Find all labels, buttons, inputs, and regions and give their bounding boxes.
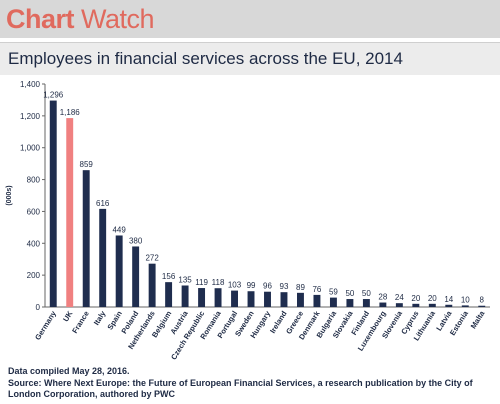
bar bbox=[148, 263, 156, 307]
bar-value-label: 93 bbox=[280, 282, 289, 291]
bar-value-label: 272 bbox=[145, 254, 159, 263]
bar bbox=[264, 291, 271, 307]
y-tick-label: 1,000 bbox=[20, 144, 41, 153]
bar bbox=[132, 246, 140, 307]
footer: Data compiled May 28, 2016. Source: Wher… bbox=[8, 366, 496, 401]
bar-value-label: 380 bbox=[129, 236, 143, 245]
bar-value-label: 616 bbox=[96, 199, 110, 208]
y-tick-label: 0 bbox=[36, 303, 41, 312]
bar bbox=[313, 294, 321, 307]
bar-value-label: 50 bbox=[345, 289, 354, 298]
bar-value-label: 135 bbox=[178, 275, 192, 284]
bar bbox=[99, 208, 107, 307]
bar-value-label: 103 bbox=[228, 281, 242, 290]
bar bbox=[247, 291, 255, 307]
x-tick-label: UK bbox=[61, 309, 75, 323]
bar-value-label: 76 bbox=[312, 285, 321, 294]
x-tick-label: Italy bbox=[92, 309, 108, 327]
bar-value-label: 859 bbox=[80, 160, 94, 169]
chart-title: Employees in financial services across t… bbox=[8, 49, 403, 68]
bar bbox=[297, 292, 304, 307]
bar bbox=[445, 304, 453, 307]
bar bbox=[82, 170, 90, 307]
bar-value-label: 99 bbox=[247, 281, 256, 290]
x-tick-label: France bbox=[70, 309, 91, 335]
title-band: Employees in financial services across t… bbox=[0, 42, 500, 75]
bar bbox=[198, 288, 206, 307]
brand-logo: Chart Watch bbox=[6, 4, 155, 34]
bar-value-label: 118 bbox=[212, 278, 225, 287]
bar bbox=[66, 118, 74, 307]
bar bbox=[395, 303, 403, 307]
bar-value-label: 96 bbox=[263, 282, 272, 291]
bar-value-label: 1,296 bbox=[43, 91, 64, 100]
bar bbox=[231, 290, 238, 307]
y-tick-label: 400 bbox=[27, 239, 41, 248]
y-tick-label: 1,200 bbox=[20, 112, 41, 121]
x-tick-label: Germany bbox=[33, 309, 58, 342]
bar-value-label: 50 bbox=[362, 289, 371, 298]
bar-value-label: 8 bbox=[480, 296, 485, 305]
bar bbox=[280, 292, 288, 307]
y-tick-label: 600 bbox=[27, 207, 41, 216]
bar-value-label: 28 bbox=[378, 293, 387, 302]
bar bbox=[49, 100, 57, 308]
footer-compiled: Data compiled May 28, 2016. bbox=[8, 366, 130, 376]
bar-value-label: 59 bbox=[329, 288, 338, 297]
y-axis-label: (000s) bbox=[6, 185, 13, 205]
bar-value-label: 119 bbox=[195, 278, 208, 287]
x-tick-label: Malta bbox=[469, 309, 487, 331]
bar bbox=[115, 235, 123, 307]
brand-header: Chart Watch bbox=[0, 0, 500, 38]
y-tick-label: 800 bbox=[27, 176, 41, 185]
bar-value-label: 24 bbox=[395, 293, 404, 302]
bar-value-label: 89 bbox=[296, 283, 305, 292]
bar-value-label: 20 bbox=[428, 294, 437, 303]
bar-value-label: 1,186 bbox=[60, 108, 81, 117]
bar bbox=[412, 303, 420, 307]
bar bbox=[329, 297, 337, 307]
footer-source: Source: Where Next Europe: the Future of… bbox=[8, 378, 473, 399]
y-tick-label: 1,400 bbox=[20, 80, 41, 89]
bar bbox=[379, 302, 387, 307]
brand-logo-part1: Chart bbox=[6, 4, 75, 34]
bar-value-label: 156 bbox=[162, 272, 176, 281]
bar-value-label: 10 bbox=[461, 295, 470, 304]
bar bbox=[461, 305, 469, 307]
bar-value-label: 449 bbox=[112, 225, 126, 234]
bar bbox=[214, 288, 222, 307]
bar bbox=[181, 285, 189, 307]
y-tick-label: 200 bbox=[27, 271, 41, 280]
bar bbox=[346, 299, 354, 307]
bar-value-label: 14 bbox=[444, 295, 453, 304]
bar bbox=[165, 282, 173, 307]
bar-value-label: 20 bbox=[411, 294, 420, 303]
bar-chart: 0 200 400 600 800 1,000 1,200 1,400 (000s) 1,296 G… bbox=[6, 80, 490, 361]
chart-area: 0 200 400 600 800 1,000 1,200 1,400 (000s) 1,296 G… bbox=[0, 74, 500, 364]
bar bbox=[362, 299, 370, 307]
brand-logo-part2: Watch bbox=[81, 4, 155, 34]
bar bbox=[478, 305, 486, 307]
bar bbox=[428, 303, 436, 307]
